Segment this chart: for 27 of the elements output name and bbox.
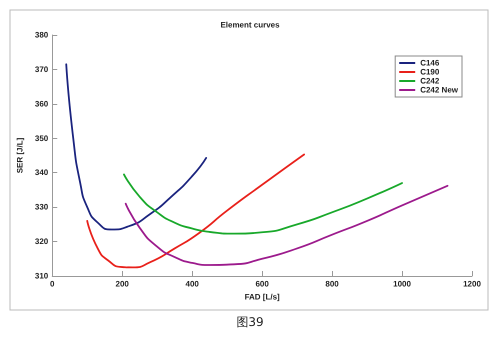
- x-axis-title: FAD [L/s]: [244, 292, 280, 302]
- x-tick-label: 0: [50, 280, 56, 288]
- x-tick-label: 1000: [393, 280, 412, 288]
- y-axis-title: SER [J/L]: [16, 137, 24, 174]
- legend-label: C242 New: [420, 86, 459, 94]
- legend-label: C242: [420, 76, 440, 86]
- y-tick-label: 350: [34, 134, 49, 143]
- x-tick-label: 1200: [463, 280, 482, 288]
- y-tick-label: 380: [34, 30, 49, 40]
- chart-title: Element curves: [220, 20, 280, 30]
- x-tick-label: 600: [255, 280, 270, 288]
- line-series: [86, 154, 305, 268]
- line-series: [124, 184, 448, 266]
- line-series: [65, 63, 208, 230]
- y-tick-label: 330: [34, 202, 49, 212]
- legend-label: C146: [420, 58, 440, 68]
- y-tick-label: 320: [34, 237, 49, 246]
- x-tick-label: 200: [116, 280, 130, 288]
- y-tick-label: 310: [34, 272, 49, 280]
- x-tick-label: 800: [325, 280, 340, 288]
- line-series: [123, 174, 403, 235]
- legend-label: C190: [420, 68, 440, 76]
- y-tick-label: 370: [34, 64, 49, 74]
- y-tick-label: 340: [34, 168, 49, 178]
- caption: 图39: [236, 315, 264, 329]
- y-tick-label: 360: [34, 99, 49, 108]
- x-tick-label: 400: [185, 280, 200, 288]
